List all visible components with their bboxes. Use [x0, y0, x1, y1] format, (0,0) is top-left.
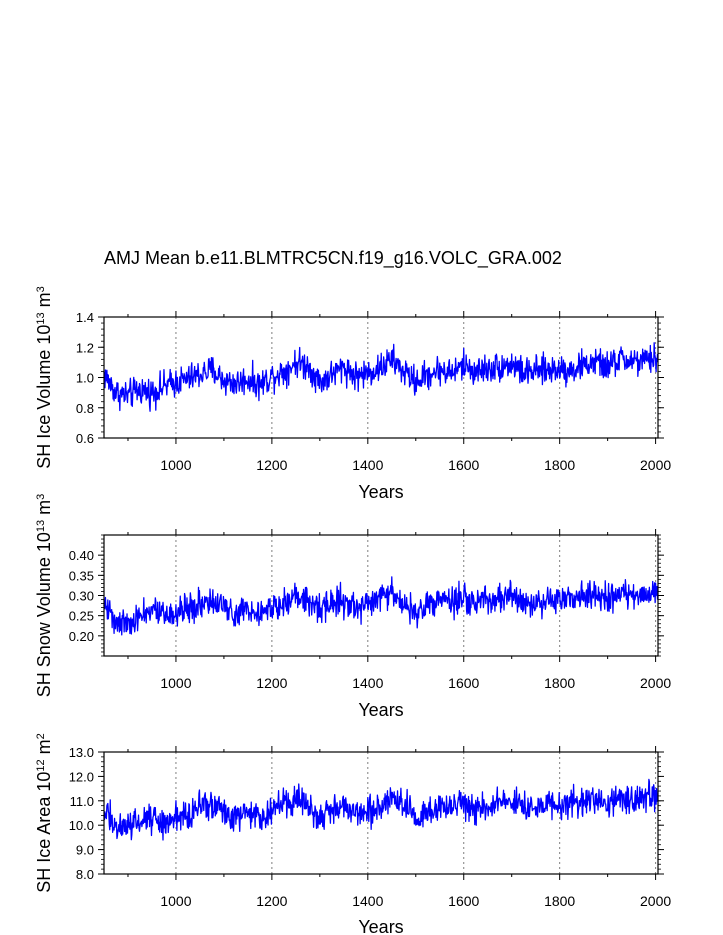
y-tick-label: 8.0: [76, 867, 94, 882]
y-tick-label: 13.0: [69, 745, 94, 760]
x-tick-label: 1000: [160, 457, 191, 473]
x-tick-label: 1800: [544, 457, 575, 473]
series-line: [103, 342, 659, 412]
y-axis-title: SH Snow Volume 1013 m3: [34, 494, 54, 697]
y-tick-label: 11.0: [70, 794, 94, 809]
y-tick-label: 0.20: [69, 629, 94, 644]
x-tick-label: 2000: [640, 893, 671, 909]
panel-1: 1000 1200 1400 1600 1800 2000 0.6 0.8 1.0 1.2 1.4 Y…: [34, 286, 671, 502]
x-tick-label: 1400: [352, 893, 383, 909]
x-tick-label: 1400: [352, 675, 383, 691]
x-axis-title: Years: [358, 482, 403, 502]
y-axis-title: SH Ice Area 1012 m2: [34, 733, 54, 892]
y-tick-label: 0.40: [69, 548, 94, 563]
x-tick-label: 1000: [160, 893, 191, 909]
y-tick-label: 1.0: [76, 371, 94, 386]
series-line: [103, 576, 659, 636]
x-tick-label: 1800: [544, 675, 575, 691]
x-tick-label: 1600: [448, 675, 479, 691]
y-axis-title: SH Ice Volume 1013 m3: [34, 286, 54, 468]
chart-title: AMJ Mean b.e11.BLMTRC5CN.f19_g16.VOLC_GR…: [104, 248, 562, 268]
y-tick-label: 1.2: [76, 340, 94, 355]
y-tick-label: 0.30: [69, 589, 94, 604]
y-tick-label: 0.8: [76, 401, 94, 416]
x-tick-label: 1600: [448, 457, 479, 473]
x-tick-label: 1200: [256, 893, 287, 909]
y-tick-label: 1.4: [76, 310, 94, 325]
y-tick-label: 9.0: [76, 843, 94, 858]
x-tick-label: 1200: [256, 457, 287, 473]
y-tick-label: 10.0: [69, 818, 94, 833]
y-tick-label: 0.25: [69, 609, 94, 624]
y-tick-label: 12.0: [69, 769, 94, 784]
x-tick-label: 2000: [640, 457, 671, 473]
plot-frame: [103, 751, 659, 875]
y-tick-label: 0.35: [69, 568, 94, 583]
x-tick-label: 1800: [544, 893, 575, 909]
x-axis-title: Years: [358, 917, 403, 935]
x-tick-label: 1000: [160, 675, 191, 691]
x-tick-label: 1400: [352, 457, 383, 473]
panel-2: 1000 1200 1400 1600 1800 2000 0.20 0.25 0.30 0.35…: [34, 494, 671, 720]
x-tick-label: 1200: [256, 675, 287, 691]
x-tick-label: 2000: [640, 675, 671, 691]
x-tick-label: 1600: [448, 893, 479, 909]
y-tick-label: 0.6: [76, 431, 94, 446]
panel-3: 1000 1200 1400 1600 1800 2000 8.0 9.0 10.0 11.0 12…: [34, 733, 671, 935]
series-line: [103, 778, 659, 841]
x-axis-title: Years: [358, 700, 403, 720]
